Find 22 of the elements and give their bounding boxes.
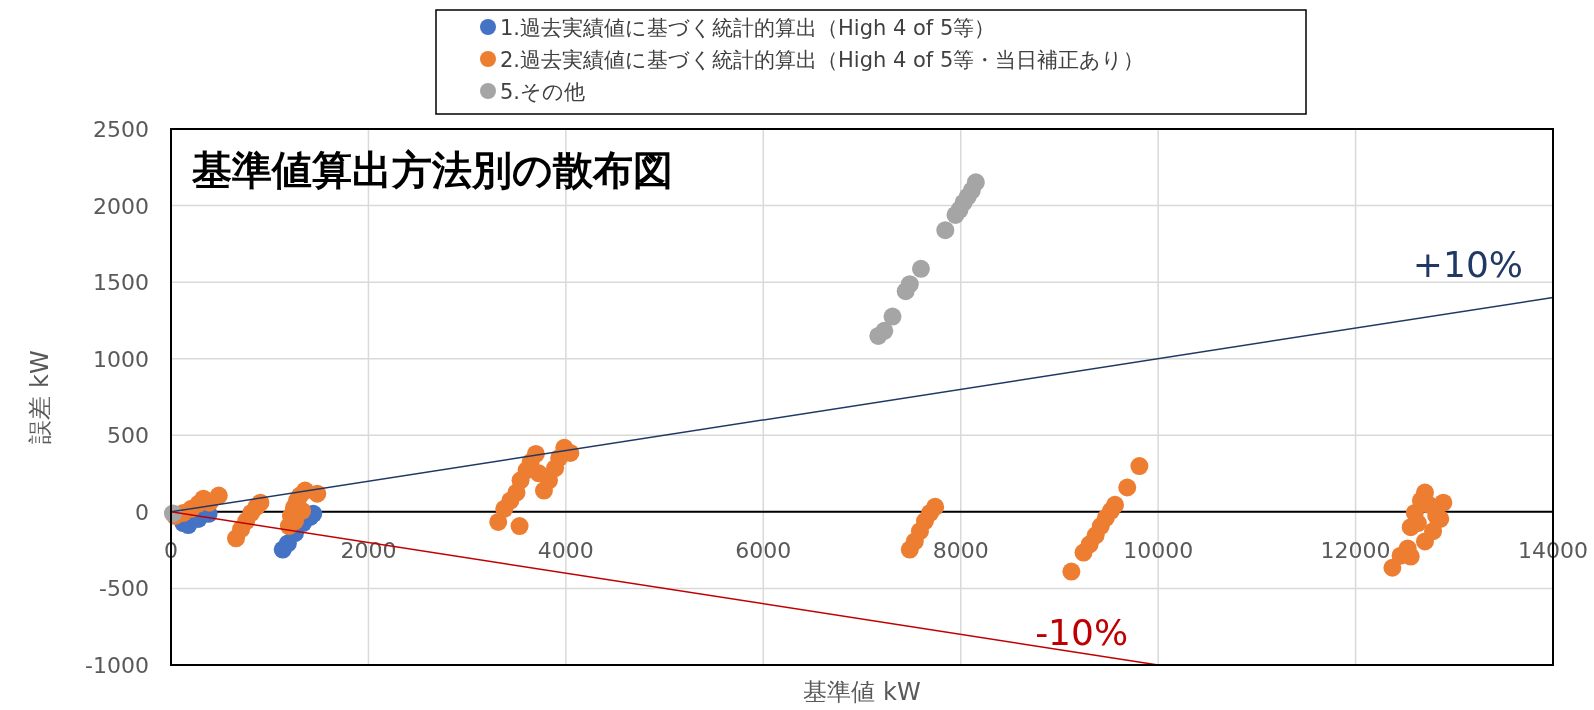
legend-label: 2.過去実績値に基づく統計的算出（High 4 of 5等・当日補正あり） xyxy=(500,48,1145,72)
x-tick-label: 6000 xyxy=(735,537,792,563)
y-tick-label: 500 xyxy=(107,423,149,449)
annotation: -10% xyxy=(1035,612,1129,653)
x-tick-label: 2000 xyxy=(340,537,397,563)
x-tick-label: 12000 xyxy=(1320,537,1391,563)
x-tick-label: 10000 xyxy=(1123,537,1194,563)
y-tick-label: 0 xyxy=(135,499,149,525)
y-tick-label: -500 xyxy=(99,576,149,602)
legend-label: 1.過去実績値に基づく統計的算出（High 4 of 5等） xyxy=(500,16,996,40)
legend-label: 5.その他 xyxy=(500,80,586,104)
x-tick-label: 4000 xyxy=(537,537,594,563)
y-axis-title: 誤差 kW xyxy=(26,350,54,444)
text: 基準値算出方法別の散布図 xyxy=(191,147,673,193)
annotation: +10% xyxy=(1412,244,1523,286)
y-tick-label: 2500 xyxy=(93,117,149,142)
y-tick-label: -1000 xyxy=(85,653,149,678)
x-tick-label: 8000 xyxy=(932,537,989,563)
x-axis-title: 基準値 kW xyxy=(803,678,921,706)
y-tick-label: 2000 xyxy=(93,193,149,219)
y-tick-label: 1500 xyxy=(93,270,149,296)
y-tick-label: 1000 xyxy=(93,346,149,372)
